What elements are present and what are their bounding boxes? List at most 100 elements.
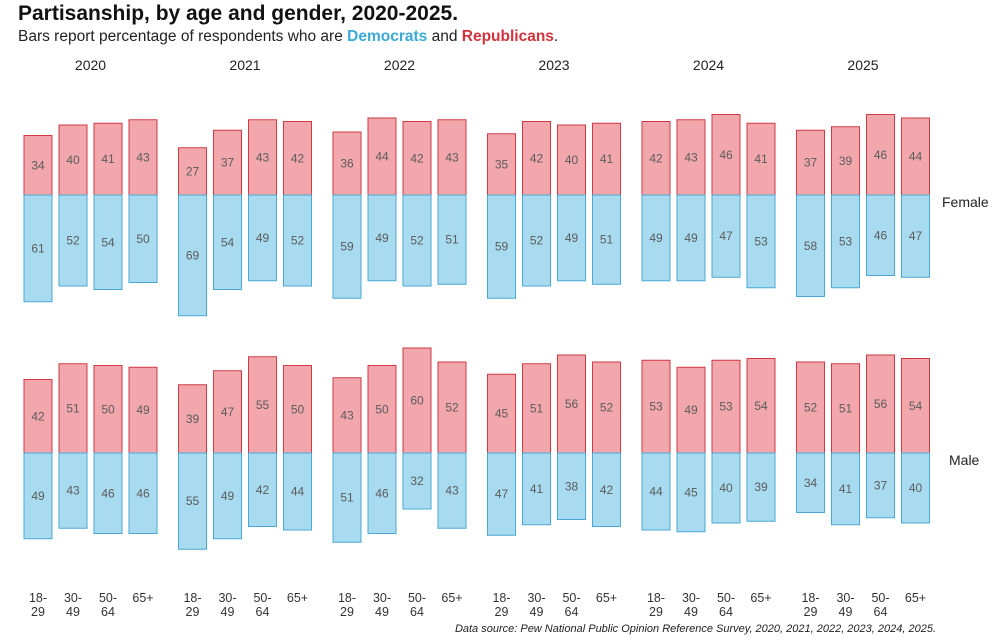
label-democrat-male-2021-1: 49 <box>221 489 235 503</box>
label-republican-female-2020-1: 40 <box>66 153 80 167</box>
bar-republican-female-2022-2 <box>402 121 432 196</box>
label-democrat-male-2023-3: 42 <box>600 483 614 497</box>
label-republican-male-2025-1: 51 <box>839 401 853 415</box>
bar-republican-male-2024-0 <box>641 359 671 454</box>
age-tick-2020-3-a: 65+ <box>132 591 153 605</box>
label-democrat-female-2021-1: 54 <box>221 235 235 249</box>
age-tick-2021-2-a: 50- <box>253 591 271 605</box>
bar-democrat-male-2021-0 <box>178 452 207 550</box>
age-tick-2024-2-b: 64 <box>719 605 733 619</box>
label-republican-male-2020-0: 42 <box>31 409 45 423</box>
label-democrat-female-2022-1: 49 <box>375 231 389 245</box>
bar-democrat-female-2020-3 <box>128 194 158 283</box>
row-label-male: Male <box>949 452 980 468</box>
bar-democrat-male-2021-1 <box>213 452 242 540</box>
label-democrat-male-2020-0: 49 <box>31 489 45 503</box>
label-republican-female-2021-0: 27 <box>186 164 200 178</box>
label-democrat-male-2022-2: 32 <box>410 474 424 488</box>
label-republican-female-2021-3: 42 <box>291 151 305 165</box>
bar-democrat-male-2022-0 <box>332 452 362 543</box>
bar-democrat-female-2022-0 <box>332 194 362 299</box>
bar-democrat-female-2023-2 <box>557 194 586 282</box>
label-republican-male-2024-3: 54 <box>754 399 768 413</box>
label-republican-male-2025-2: 56 <box>874 397 888 411</box>
label-republican-male-2020-2: 50 <box>101 402 115 416</box>
label-democrat-female-2023-2: 49 <box>565 231 579 245</box>
age-tick-2023-1-b: 49 <box>530 605 544 619</box>
year-label-2023: 2023 <box>538 57 569 73</box>
label-democrat-male-2021-0: 55 <box>186 494 200 508</box>
bar-republican-male-2024-2 <box>711 359 741 454</box>
age-tick-2023-0-b: 29 <box>495 605 509 619</box>
label-democrat-female-2022-3: 51 <box>445 233 459 247</box>
bar-republican-male-2021-0 <box>178 384 207 454</box>
label-democrat-female-2024-3: 53 <box>754 234 768 248</box>
bar-democrat-male-2020-0 <box>23 452 53 540</box>
bar-republican-female-2025-0 <box>796 129 825 196</box>
bar-republican-female-2021-2 <box>248 119 277 196</box>
bar-democrat-female-2023-1 <box>522 194 551 287</box>
label-democrat-female-2020-3: 50 <box>136 232 150 246</box>
bar-republican-female-2025-2 <box>866 114 895 196</box>
label-republican-female-2023-3: 41 <box>600 152 614 166</box>
label-republican-female-2024-0: 42 <box>649 151 663 165</box>
bar-republican-female-2023-0 <box>487 133 516 196</box>
label-republican-female-2023-0: 35 <box>495 157 509 171</box>
label-republican-female-2021-2: 43 <box>256 150 270 164</box>
label-democrat-female-2024-1: 49 <box>684 231 698 245</box>
age-tick-2025-1-b: 49 <box>839 605 853 619</box>
bar-republican-female-2020-2 <box>93 122 123 196</box>
label-republican-male-2022-0: 43 <box>340 408 354 422</box>
age-tick-2020-0-b: 29 <box>31 605 45 619</box>
label-democrat-male-2025-1: 41 <box>839 482 853 496</box>
label-republican-female-2022-3: 43 <box>445 150 459 164</box>
bar-republican-male-2025-3 <box>901 358 930 454</box>
label-republican-male-2024-1: 49 <box>684 403 698 417</box>
bar-democrat-female-2020-0 <box>23 194 53 303</box>
bar-republican-male-2022-3 <box>437 361 467 454</box>
age-tick-2021-0-a: 18- <box>183 591 201 605</box>
label-republican-female-2025-0: 37 <box>804 156 818 170</box>
label-democrat-male-2023-0: 47 <box>495 487 509 501</box>
age-tick-2020-1-a: 30- <box>64 591 82 605</box>
label-republican-male-2025-0: 52 <box>804 401 818 415</box>
age-tick-2021-1-b: 49 <box>221 605 235 619</box>
age-tick-2024-3-a: 65+ <box>750 591 771 605</box>
label-democrat-male-2022-1: 46 <box>375 486 389 500</box>
subtitle-republicans: Republicans <box>461 28 554 45</box>
bar-republican-female-2024-2 <box>711 114 741 196</box>
age-tick-2024-0-b: 29 <box>649 605 663 619</box>
bar-democrat-female-2021-0 <box>178 194 207 317</box>
bar-republican-male-2023-0 <box>487 373 516 454</box>
bar-republican-male-2024-3 <box>746 358 776 454</box>
label-republican-male-2021-2: 55 <box>256 398 270 412</box>
bar-democrat-male-2025-2 <box>866 452 895 519</box>
label-democrat-male-2020-1: 43 <box>66 484 80 498</box>
label-republican-female-2022-1: 44 <box>375 150 389 164</box>
bar-democrat-female-2020-1 <box>58 194 88 287</box>
age-tick-2022-1-b: 49 <box>375 605 389 619</box>
year-label-2025: 2025 <box>847 57 878 73</box>
bar-democrat-male-2022-3 <box>437 452 467 529</box>
bar-democrat-female-2021-3 <box>283 194 312 287</box>
bar-republican-male-2023-3 <box>592 361 621 454</box>
bar-democrat-male-2025-0 <box>796 452 825 513</box>
label-democrat-male-2024-2: 40 <box>719 481 733 495</box>
bar-democrat-female-2021-1 <box>213 194 242 290</box>
age-tick-2021-2-b: 64 <box>256 605 270 619</box>
bar-democrat-male-2024-3 <box>746 452 776 522</box>
label-republican-male-2023-3: 52 <box>600 401 614 415</box>
age-tick-2023-3-a: 65+ <box>596 591 617 605</box>
bar-republican-male-2021-2 <box>248 356 277 454</box>
bar-republican-male-2024-1 <box>676 366 706 454</box>
label-democrat-female-2021-2: 49 <box>256 231 270 245</box>
year-label-2021: 2021 <box>229 57 260 73</box>
label-republican-male-2020-1: 51 <box>66 401 80 415</box>
row-label-female: Female <box>942 194 989 210</box>
label-democrat-male-2021-2: 42 <box>256 483 270 497</box>
bar-republican-female-2025-3 <box>901 117 930 196</box>
label-republican-female-2020-3: 43 <box>136 150 150 164</box>
label-democrat-female-2023-1: 52 <box>530 234 544 248</box>
age-tick-2022-0-a: 18- <box>338 591 356 605</box>
age-tick-2023-2-b: 64 <box>565 605 579 619</box>
